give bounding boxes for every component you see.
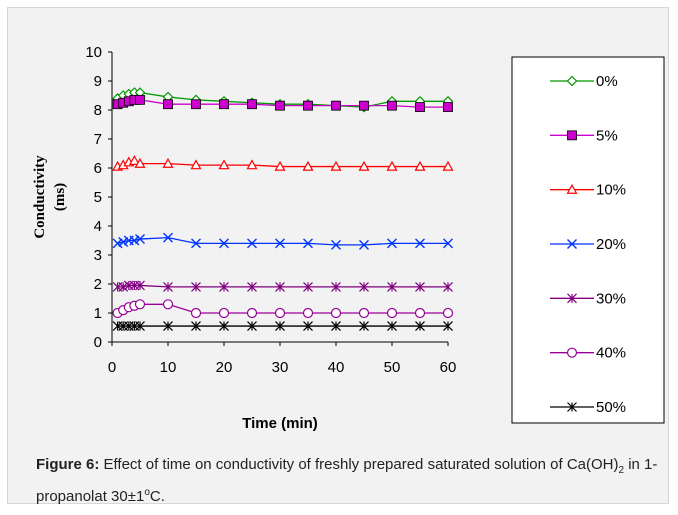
legend-label: 40% [596,345,626,362]
legend-label: 0% [596,73,618,90]
legend-marker [568,131,577,140]
data-point [220,309,229,318]
legend-label: 5% [596,127,618,144]
data-point [332,101,341,110]
x-tick-label: 0 [108,359,116,376]
series-50pct [113,322,452,331]
y-tick-label: 4 [94,218,102,235]
data-point [220,100,229,109]
caption-label: Figure 6: [36,456,99,473]
data-point [360,101,369,110]
line-chart: 0 1 2 3 4 5 6 7 8 9 10 0 10 20 30 40 50 60 Time (min) Condu… [0,0,678,460]
caption-text-3: C. [150,488,165,505]
legend-label: 30% [596,290,626,307]
y-tick-label: 0 [94,334,102,351]
legend-label: 20% [596,236,626,253]
y-tick-label: 6 [94,160,102,177]
x-tick-label: 50 [384,359,401,376]
x-axis-label: Time (min) [242,415,318,432]
series-20pct [113,233,452,249]
x-tick-label: 60 [440,359,457,376]
series-30pct [113,281,452,291]
figure-caption: Figure 6: Effect of time on conductivity… [36,454,666,508]
x-tick-label: 30 [272,359,289,376]
data-point [416,103,425,112]
data-point [332,309,341,318]
x-tick-label: 40 [328,359,345,376]
y-axis-label-line2: (ms) [52,183,68,211]
data-point [136,95,145,104]
y-tick-label: 7 [94,131,102,148]
legend-label: 50% [596,399,626,416]
y-tick-label: 1 [94,305,102,322]
y-axis-label: Conductivity (ms) [32,155,68,239]
data-point [164,300,173,309]
data-point [444,103,453,112]
data-point [192,100,201,109]
series-40pct [113,300,452,318]
series-10pct [113,156,452,170]
data-point [276,101,285,110]
y-tick-label: 9 [94,73,102,90]
y-tick-label: 3 [94,247,102,264]
legend-box [512,57,664,423]
legend-marker [568,348,577,357]
data-point [276,309,285,318]
data-point [248,100,257,109]
caption-text-1: Effect of time on conductivity of freshl… [99,456,618,473]
x-tick-label: 20 [216,359,233,376]
data-point [248,309,257,318]
legend-label: 10% [596,182,626,199]
data-point [360,309,369,318]
y-tick-label: 10 [85,44,102,61]
data-point [388,309,397,318]
y-axis-label-line1: Conductivity [32,155,48,239]
data-point [304,101,313,110]
y-tick-label: 8 [94,102,102,119]
data-point [416,309,425,318]
data-point [192,309,201,318]
data-point [164,100,173,109]
data-point [136,300,145,309]
data-point [444,309,453,318]
data-point [304,309,313,318]
y-tick-label: 5 [94,189,102,206]
x-tick-label: 10 [160,359,177,376]
data-point [388,101,397,110]
y-tick-label: 2 [94,276,102,293]
